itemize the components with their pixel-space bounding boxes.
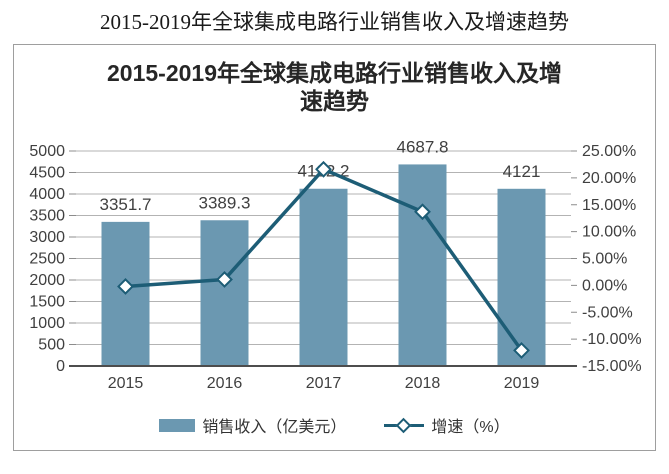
left-axis-label: 2500 bbox=[29, 251, 65, 268]
legend: 销售收入（亿美元） 增速（%） bbox=[14, 413, 655, 437]
right-axis-label: 0.00% bbox=[582, 277, 627, 294]
right-axis-label: -10.00% bbox=[582, 331, 642, 348]
left-axis-label: 3000 bbox=[29, 229, 65, 246]
right-axis-label: 25.00% bbox=[582, 143, 636, 160]
diamond-marker bbox=[117, 278, 134, 295]
bar-swatch-icon bbox=[159, 418, 196, 432]
legend-item-growth: 增速（%） bbox=[384, 413, 510, 437]
left-axis-label: 0 bbox=[56, 358, 65, 375]
x-axis-label: 2018 bbox=[405, 375, 441, 392]
right-axis-label: 15.00% bbox=[582, 197, 636, 214]
right-axis-label: -5.00% bbox=[582, 304, 633, 321]
left-axis-label: 3500 bbox=[29, 208, 65, 225]
x-axis-label: 2019 bbox=[504, 375, 540, 392]
diamond-marker bbox=[315, 160, 332, 178]
legend-item-revenue: 销售收入（亿美元） bbox=[159, 413, 346, 437]
legend-label-revenue: 销售收入（亿美元） bbox=[202, 419, 347, 436]
bar-2019 bbox=[497, 188, 546, 366]
left-axis-label: 4500 bbox=[29, 165, 65, 182]
bar-2016 bbox=[200, 220, 249, 366]
bar-2018 bbox=[398, 164, 447, 366]
chart-canvas: 5000450040003500300025002000150010005000… bbox=[29, 137, 642, 392]
page-title: 2015-2019年全球集成电路行业销售收入及增速趋势 bbox=[100, 10, 569, 34]
left-axis-label: 1000 bbox=[29, 315, 65, 332]
bar-value-label: 4121 bbox=[503, 162, 541, 181]
left-axis-label: 2000 bbox=[29, 272, 65, 289]
left-axis-label: 500 bbox=[38, 337, 65, 354]
line-diamond-swatch-icon bbox=[384, 417, 425, 433]
diamond-marker bbox=[414, 203, 431, 221]
left-axis-label: 5000 bbox=[29, 143, 65, 160]
diamond-marker bbox=[216, 271, 233, 288]
right-axis-label: 20.00% bbox=[582, 170, 636, 187]
chart-container: 2015-2019年全球集成电路行业销售收入及增 速趋势 5000 4500 400… bbox=[13, 44, 656, 451]
right-axis-label: 5.00% bbox=[582, 251, 627, 268]
x-axis-label: 2017 bbox=[306, 375, 342, 392]
legend-diamond-marker-icon bbox=[396, 417, 412, 433]
right-axis-label: 10.00% bbox=[582, 224, 636, 241]
x-axis-label: 2016 bbox=[207, 375, 243, 392]
bar-value-label: 4687.8 bbox=[397, 137, 449, 156]
left-axis-label: 1500 bbox=[29, 294, 65, 311]
x-axis-label: 2015 bbox=[108, 375, 144, 392]
diamond-marker bbox=[513, 341, 530, 359]
chart-title: 2015-2019年全球集成电路行业销售收入及增 速趋势 bbox=[14, 59, 655, 115]
bar-value-label: 3389.3 bbox=[199, 193, 251, 212]
chart-title-line2: 速趋势 bbox=[300, 88, 369, 114]
left-axis-label: 4000 bbox=[29, 186, 65, 203]
chart-title-line1: 2015-2019年全球集成电路行业销售收入及增 bbox=[107, 60, 562, 86]
bar-2017 bbox=[299, 188, 348, 366]
legend-label-growth: 增速（%） bbox=[431, 419, 510, 436]
bar-value-label: 3351.7 bbox=[100, 195, 152, 214]
right-axis-label: -15.00% bbox=[582, 358, 642, 375]
